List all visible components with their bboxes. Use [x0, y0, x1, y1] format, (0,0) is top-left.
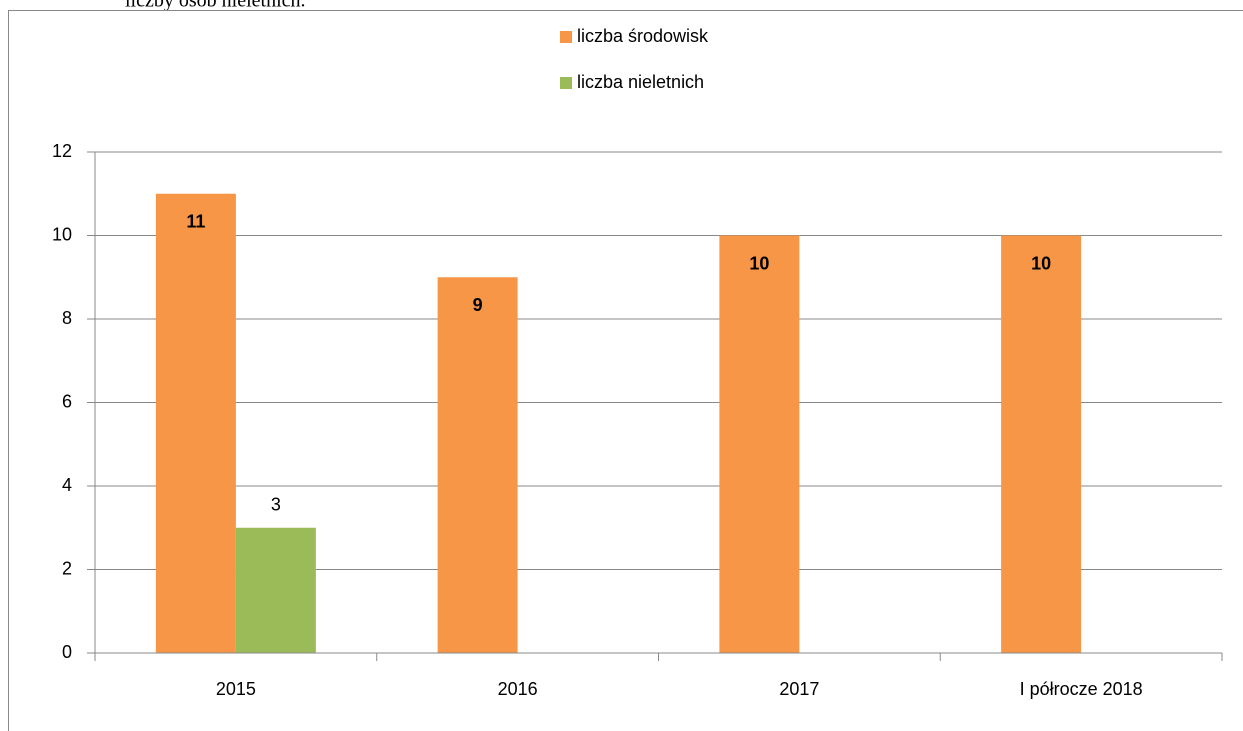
- legend-label: liczba środowisk: [577, 26, 709, 46]
- data-label: 3: [271, 495, 281, 515]
- y-tick-label: 0: [62, 642, 72, 662]
- legend-label: liczba nieletnich: [577, 72, 704, 92]
- bar: [235, 527, 316, 653]
- bar: [437, 277, 518, 653]
- y-tick-label: 6: [62, 391, 72, 411]
- y-tick-label: 2: [62, 558, 72, 578]
- x-tick-label: 2015: [216, 679, 256, 699]
- data-label: 10: [1031, 253, 1051, 273]
- y-tick-label: 12: [52, 141, 72, 161]
- bar: [719, 235, 800, 653]
- legend-swatch: [560, 77, 572, 89]
- preceding-text: liczby osób nieletnich.: [125, 0, 306, 12]
- y-tick-label: 10: [52, 224, 72, 244]
- data-label: 11: [186, 212, 205, 232]
- legend-swatch: [560, 31, 572, 43]
- data-label: 10: [749, 253, 769, 273]
- y-tick-label: 4: [62, 475, 72, 495]
- bar: [1001, 235, 1082, 653]
- y-tick-label: 8: [62, 308, 72, 328]
- bar: [155, 193, 236, 653]
- x-tick-label: 2016: [498, 679, 538, 699]
- data-label: 9: [473, 295, 483, 315]
- x-tick-label: I półrocze 2018: [1020, 679, 1143, 699]
- x-tick-label: 2017: [779, 679, 819, 699]
